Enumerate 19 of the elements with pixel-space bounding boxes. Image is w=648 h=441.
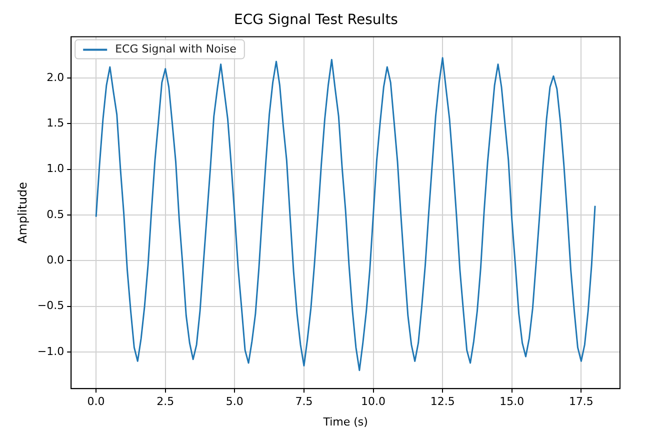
y-tick-label: 0.0: [46, 254, 64, 267]
x-tick-label: 12.5: [430, 395, 455, 408]
x-tick-label: 2.5: [156, 395, 174, 408]
y-tick-label: 0.5: [46, 208, 64, 221]
x-tick-label: 17.5: [568, 395, 594, 408]
x-axis-title: Time (s): [322, 415, 368, 428]
y-tick-label: 2.0: [46, 70, 64, 84]
y-tick-label: 1.5: [46, 116, 64, 130]
y-tick-label: −0.5: [37, 299, 64, 312]
y-tick-label: 1.0: [46, 162, 64, 176]
x-tick-label: 5.0: [226, 395, 244, 408]
y-axis-title: Amplitude: [15, 182, 30, 244]
chart-title: ECG Signal Test Results: [234, 12, 398, 28]
x-tick-label: 10.0: [361, 395, 386, 408]
x-tick-label: 15.0: [500, 395, 524, 408]
y-tick-label: −1.0: [37, 344, 64, 358]
legend-label: ECG Signal with Noise: [115, 42, 237, 56]
x-tick-label: 7.5: [295, 395, 313, 408]
x-tick-label: 0.0: [87, 395, 105, 408]
